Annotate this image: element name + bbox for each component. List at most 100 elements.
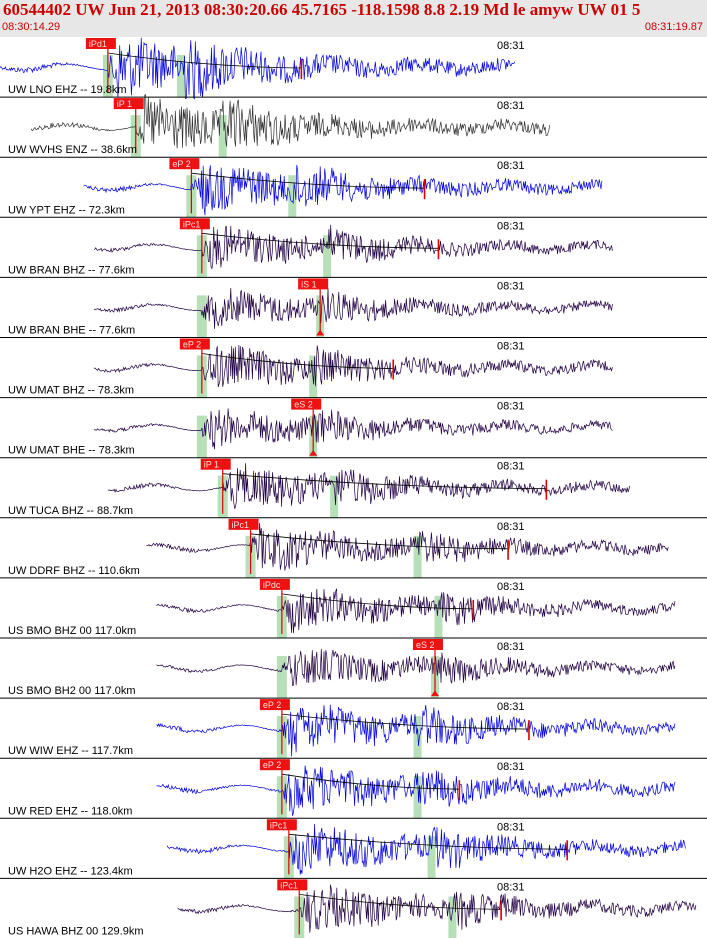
waveform (146, 522, 669, 571)
pick-flag[interactable] (179, 218, 210, 230)
pick-flag[interactable] (200, 458, 231, 470)
trace-row[interactable]: eP 2 08:31 UW WIW EHZ -- 117.7km (0, 699, 707, 759)
trace-row[interactable]: iPc1 08:31 US HAWA BHZ 00 129.9km (0, 879, 707, 938)
tick-label: 08:31 (497, 581, 525, 593)
trace-row[interactable]: iPc1 08:31 UW H2O EHZ -- 123.4km (0, 819, 707, 879)
waveform (83, 164, 603, 216)
s-pick-guide (427, 836, 436, 879)
pick-flag[interactable] (169, 158, 200, 170)
pick-flag-label: iPc1 (232, 520, 250, 530)
station-label: US BMO BHZ 00 117.0km (8, 625, 136, 637)
station-label: UW LNO EHZ -- 19.8km (8, 84, 127, 96)
waveform (93, 224, 613, 270)
tick-label: 08:31 (497, 761, 525, 773)
pick-flag-label: iPd1 (89, 39, 107, 49)
model-curve (288, 833, 568, 850)
trace-row[interactable]: eP 2 08:31 UW UMAT BHZ -- 78.3km (0, 338, 707, 399)
p-pick-guide (196, 415, 207, 458)
waveform (156, 704, 676, 757)
station-label: UW DDRF BHZ -- 110.6km (8, 565, 140, 577)
trace-row[interactable]: iPc1 08:31 UW BRAN BHZ -- 77.6km (0, 218, 707, 278)
waveform (156, 648, 676, 686)
trace-row[interactable]: eS 2 08:31 US BMO BH2 00 117.0km (0, 639, 707, 699)
pick-flag[interactable] (266, 819, 297, 831)
triangle-marker-icon (316, 329, 325, 336)
station-label: UW WVHS ENZ -- 38.6km (8, 144, 137, 156)
pick-flag-label: iP 1 (117, 99, 132, 109)
pick-flag[interactable] (228, 518, 259, 530)
station-label: US BMO BH2 00 117.0km (8, 685, 136, 697)
model-curve (281, 593, 474, 610)
window-start-time: 08:30:14.29 (2, 21, 61, 33)
pick-flag-label: iPdc (263, 580, 281, 590)
s-pick-flag-label: eS 2 (294, 400, 313, 410)
station-label: UW WIW EHZ -- 117.7km (8, 745, 133, 757)
s-pick-guide (288, 175, 297, 218)
station-label: UW BRAN BHZ -- 77.6km (8, 264, 135, 276)
tick-label: 08:31 (497, 881, 525, 893)
trace-row[interactable]: eS 2 08:31 UW UMAT BHE -- 78.3km (0, 398, 707, 459)
waveform (156, 588, 676, 634)
trace-row[interactable]: iPc1 08:31 UW DDRF BHZ -- 110.6km (0, 518, 707, 579)
waveform (0, 37, 516, 100)
pick-flag[interactable] (259, 578, 290, 590)
pick-flag[interactable] (179, 338, 210, 350)
tick-label: 08:31 (497, 701, 525, 713)
trace-row[interactable]: eP 2 08:31 UW RED EHZ -- 118.0km (0, 759, 707, 819)
tick-label: 08:31 (497, 40, 525, 52)
pick-flag-label: eP 2 (183, 340, 201, 350)
s-pick-guide (413, 776, 422, 819)
pick-flag[interactable] (259, 699, 290, 711)
event-title: 60544402 UW Jun 21, 2013 08:30:20.66 45.… (3, 0, 641, 19)
trace-row[interactable]: iPdc 08:31 US BMO BHZ 00 117.0km (0, 578, 707, 639)
s-pick-flag-label: eS 2 (416, 640, 435, 650)
model-curve (222, 473, 547, 490)
tick-label: 08:31 (497, 100, 525, 112)
pick-flag[interactable] (85, 38, 116, 49)
trace-row[interactable]: eP 2 08:31 UW YPT EHZ -- 72.3km (0, 158, 707, 218)
model-curve (201, 232, 439, 249)
s-pick-guide (330, 475, 339, 518)
model-curve (250, 533, 509, 550)
s-pick-flag[interactable] (298, 278, 329, 290)
s-pick-guide (448, 896, 457, 938)
s-pick-guide (413, 535, 422, 578)
waveform (93, 408, 613, 450)
p-pick-guide (196, 295, 207, 338)
station-label: UW UMAT BHE -- 78.3km (8, 445, 135, 457)
waveform (156, 765, 676, 816)
pick-flag-label: eP 2 (263, 700, 281, 710)
s-pick-guide (176, 55, 185, 98)
window-end-time: 08:31:19.87 (644, 21, 703, 33)
tick-label: 08:31 (497, 521, 525, 533)
p-pick-guide (276, 656, 287, 699)
pick-flag[interactable] (259, 759, 290, 771)
pick-flag[interactable] (113, 98, 144, 110)
station-label: US HAWA BHZ 00 129.9km (8, 926, 144, 938)
pick-flag-label: iPc1 (183, 219, 201, 229)
trace-panel[interactable]: iPd1 08:31 UW LNO EHZ -- 19.8km iP 1 08:31 UW… (0, 37, 707, 938)
s-pick-guide (218, 115, 227, 158)
waveform (107, 463, 631, 509)
triangle-marker-icon (431, 690, 439, 697)
waveform (166, 823, 686, 875)
s-pick-guide (413, 716, 422, 759)
trace-row[interactable]: iS 1 08:31 UW BRAN BHE -- 77.6km (0, 278, 707, 338)
s-pick-flag[interactable] (413, 639, 443, 650)
tick-label: 08:31 (497, 160, 525, 172)
tick-label: 08:31 (497, 401, 525, 413)
station-label: UW BRAN BHE -- 77.6km (8, 325, 135, 337)
s-pick-flag[interactable] (291, 398, 322, 410)
tick-label: 08:31 (497, 280, 525, 292)
tick-label: 08:31 (497, 461, 525, 473)
model-curve (281, 773, 460, 790)
station-label: UW RED EHZ -- 118.0km (8, 805, 132, 817)
trace-row[interactable]: iPd1 08:31 UW LNO EHZ -- 19.8km (0, 37, 707, 100)
trace-row[interactable]: iP 1 08:31 UW TUCA BHZ -- 88.7km (0, 458, 707, 519)
pick-flag[interactable] (277, 879, 308, 891)
tick-label: 08:31 (497, 341, 525, 353)
trace-row[interactable]: iP 1 08:31 UW WVHS ENZ -- 38.6km (0, 94, 707, 158)
waveform (177, 884, 697, 933)
triangle-marker-icon (309, 449, 318, 456)
